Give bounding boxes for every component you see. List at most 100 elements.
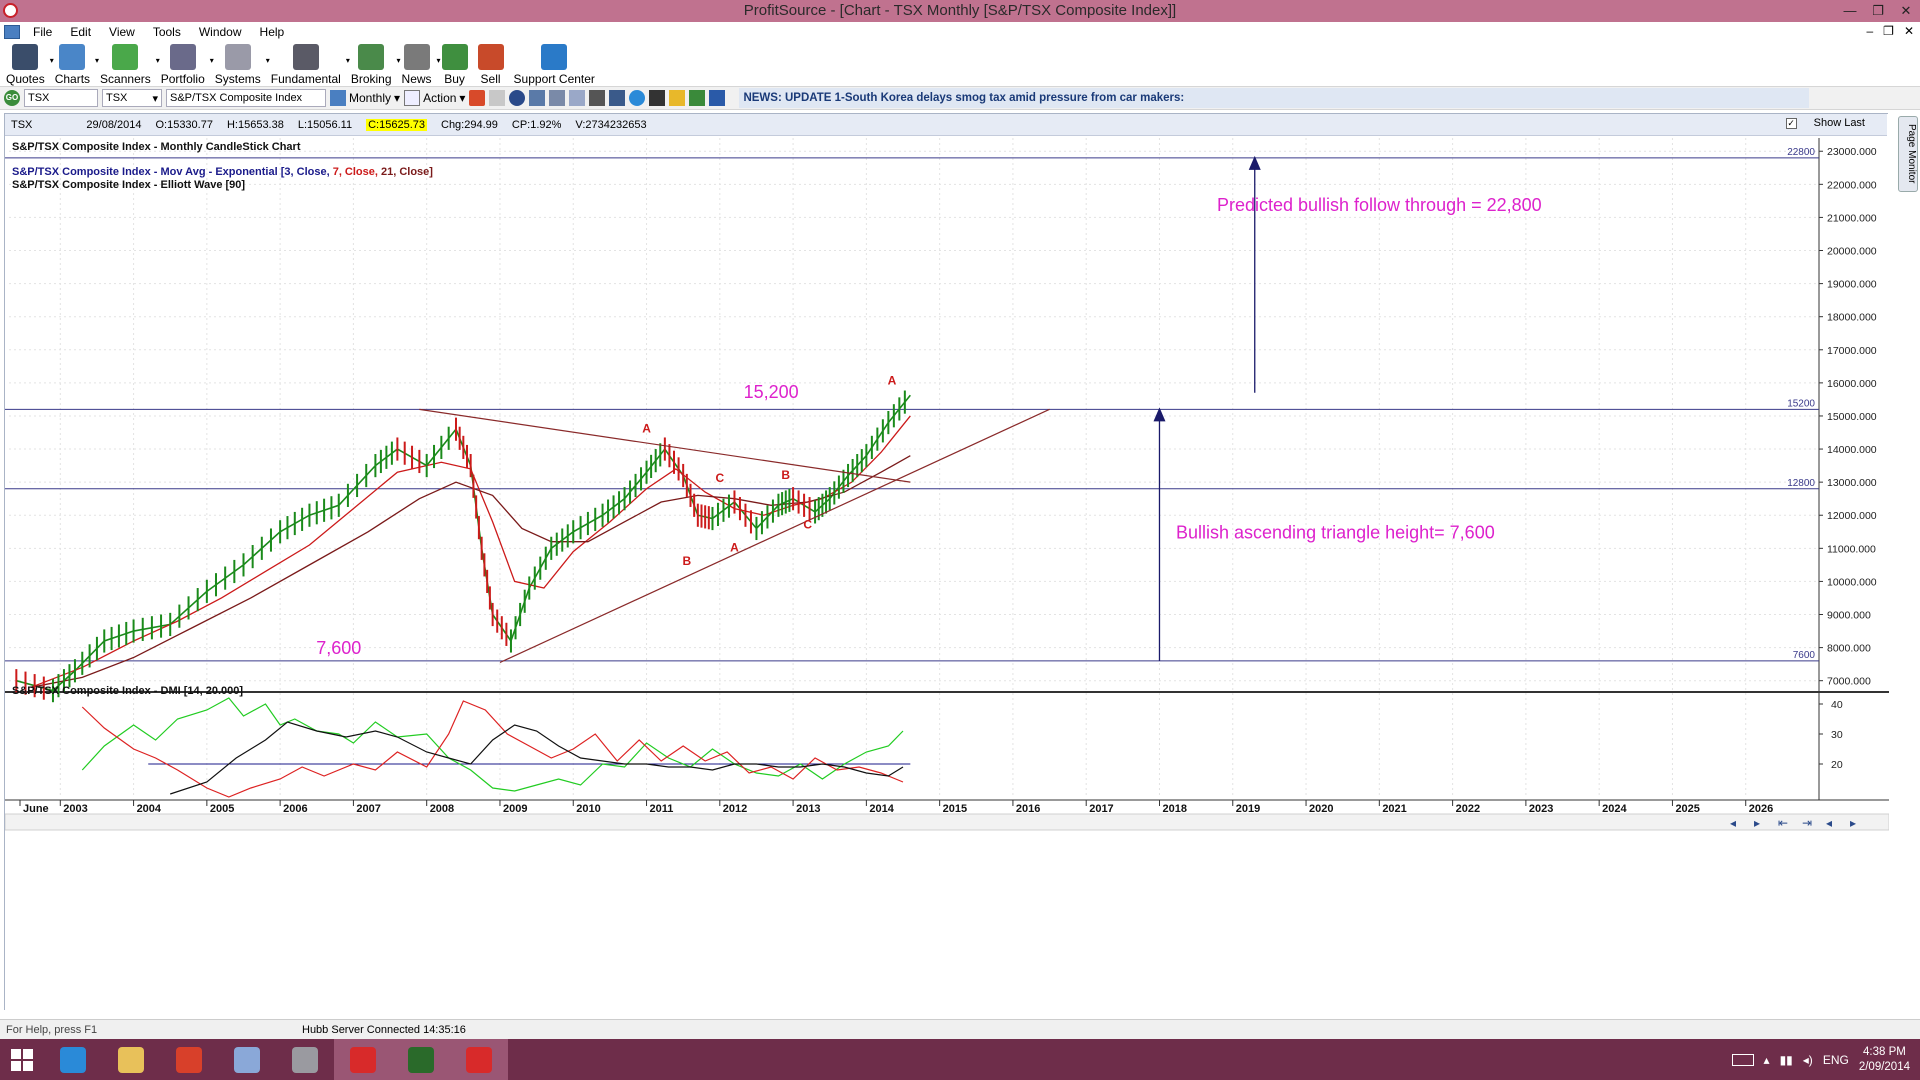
checkbox-icon[interactable]: ✓	[1785, 117, 1797, 129]
maximize-button[interactable]: ❐	[1872, 3, 1884, 18]
fundamental-button[interactable]: Fundamental ▾	[270, 42, 350, 86]
broking-button[interactable]: Broking ▾	[351, 42, 401, 86]
dropdown-arrow-icon[interactable]: ▾	[265, 56, 270, 65]
news-icon	[403, 44, 430, 70]
keyboard-icon[interactable]	[1731, 1053, 1754, 1066]
toolbar-label: Systems	[214, 72, 261, 86]
buy-button[interactable]: Buy	[441, 42, 468, 86]
security-name-input[interactable]	[166, 89, 326, 107]
scanner-icon[interactable]	[709, 90, 726, 106]
show-last-label: Show Last	[1813, 117, 1865, 129]
pattern-icon[interactable]	[649, 90, 666, 106]
taskbar-item[interactable]	[392, 1039, 450, 1080]
annotation-text: 15,200	[744, 382, 799, 402]
language-indicator[interactable]: ENG	[1822, 1052, 1849, 1067]
child-minimize-button[interactable]: –	[1866, 24, 1874, 38]
period-select[interactable]: Monthly ▾	[330, 90, 400, 106]
action-menu[interactable]: Action ▾	[404, 90, 465, 106]
clock[interactable]: 4:38 PM 2/09/2014	[1859, 1045, 1910, 1075]
dropdown-arrow-icon[interactable]: ▾	[95, 56, 100, 65]
chart-toolbar: GO TSX ▾ Monthly ▾ Action ▾ NEWS: UPDATE	[0, 86, 1920, 110]
dmi-series-di	[81, 700, 904, 798]
y-tick-label: 18000.000	[1827, 312, 1877, 324]
menu-edit[interactable]: Edit	[70, 25, 92, 39]
taskbar-item[interactable]	[334, 1039, 392, 1080]
menu-file[interactable]: File	[33, 25, 53, 39]
menu-help[interactable]: Help	[259, 25, 285, 39]
quotes-icon	[12, 44, 39, 70]
taskbar-item[interactable]	[276, 1039, 334, 1080]
close-button[interactable]: ✕	[1900, 3, 1912, 18]
level-label: 7600	[1793, 650, 1816, 661]
profitsource-app-icon[interactable]	[3, 3, 18, 18]
scroll-nav-icon: ◂	[1826, 816, 1832, 830]
x-tick-label: 2011	[650, 803, 674, 815]
dropdown-arrow-icon[interactable]: ▾	[49, 56, 54, 65]
minimize-button[interactable]: —	[1843, 3, 1857, 18]
chevron-up-icon[interactable]: ▴	[1763, 1052, 1770, 1067]
dropdown-arrow-icon[interactable]: ▾	[396, 56, 401, 65]
info-change: Chg:294.99	[441, 118, 498, 131]
chart-canvas[interactable]: 23000.000 22000.000 21000.000 20000.000 1900…	[5, 114, 1889, 1011]
menu-tools[interactable]: Tools	[152, 25, 181, 39]
target-icon[interactable]	[509, 90, 526, 106]
signal-icon[interactable]	[689, 90, 706, 106]
dmi-tick-label: 40	[1831, 699, 1843, 711]
layout-icon[interactable]	[569, 90, 586, 106]
dropdown-arrow-icon[interactable]: ▾	[155, 56, 160, 65]
exchange-select[interactable]: TSX ▾	[102, 89, 162, 107]
x-tick-label: 2026	[1749, 803, 1773, 815]
taskbar-item[interactable]	[102, 1039, 160, 1080]
start-button[interactable]	[0, 1039, 44, 1080]
symbol-input[interactable]	[24, 89, 98, 107]
bulb-icon[interactable]	[629, 90, 646, 106]
taskbar-item[interactable]	[44, 1039, 102, 1080]
sell-button[interactable]: Sell	[477, 42, 504, 86]
news-ticker[interactable]: NEWS: UPDATE 1-South Korea delays smog t…	[739, 88, 1810, 108]
scanners-button[interactable]: Scanners ▾	[100, 42, 160, 86]
show-last-toggle[interactable]: ✓ Show Last	[1785, 117, 1879, 129]
charts-button[interactable]: Charts ▾	[55, 42, 99, 86]
menu-window[interactable]: Window	[198, 25, 242, 39]
page-monitor-tab[interactable]: Page Monitor	[1898, 116, 1918, 192]
legend-entry: S&P/TSX Composite Index - Mov Avg - Expo…	[12, 166, 278, 178]
dropdown-arrow-icon[interactable]: ▾	[436, 56, 441, 65]
tools-icon[interactable]	[589, 90, 606, 106]
toolbar-label: Sell	[480, 72, 501, 86]
taskbar-item[interactable]	[160, 1039, 218, 1080]
go-icon[interactable]: GO	[4, 90, 20, 106]
network-icon[interactable]: ▮▮	[1779, 1052, 1793, 1067]
scroll-nav-icon: ⇥	[1802, 816, 1812, 830]
dropdown-arrow-icon[interactable]: ▾	[345, 56, 350, 65]
buy-icon	[441, 44, 468, 70]
title-bar: ProfitSource - [Chart - TSX Monthly [S&P…	[0, 0, 1920, 22]
child-close-button[interactable]: ✕	[1903, 24, 1914, 38]
dropdown-arrow-icon[interactable]: ▾	[209, 56, 214, 65]
x-tick-label: 2012	[723, 803, 747, 815]
quotes-button[interactable]: Quotes ▾	[6, 42, 54, 86]
level-label: 15200	[1787, 398, 1815, 409]
child-restore-button[interactable]: ❐	[1883, 24, 1894, 38]
system-tray: ▴ ▮▮ ◂) ENG 4:38 PM 2/09/2014	[1731, 1039, 1910, 1080]
wave-label: A	[642, 422, 651, 436]
save-icon[interactable]	[489, 90, 506, 106]
print-icon[interactable]	[529, 90, 546, 106]
toolbar-label: Fundamental	[270, 72, 341, 86]
support-center-button[interactable]: Support Center	[514, 42, 595, 86]
systems-button[interactable]: Systems ▾	[214, 42, 270, 86]
news-button[interactable]: News ▾	[402, 42, 441, 86]
menu-view[interactable]: View	[109, 25, 135, 39]
portfolio-button[interactable]: Portfolio ▾	[161, 42, 214, 86]
taskbar-item[interactable]	[218, 1039, 276, 1080]
dropdown-arrow-icon: ▾	[459, 91, 466, 105]
taskbar-item[interactable]	[450, 1039, 508, 1080]
chart-window: 23000.000 22000.000 21000.000 20000.000 1900…	[4, 113, 1889, 1011]
zoom-icon[interactable]	[549, 90, 566, 106]
arrow-down-icon[interactable]	[469, 90, 486, 106]
star-icon[interactable]	[669, 90, 686, 106]
info-close: C:15625.73	[366, 118, 427, 131]
volume-icon[interactable]: ◂)	[1802, 1052, 1813, 1067]
document-icon[interactable]	[4, 25, 20, 39]
draw-icon[interactable]	[609, 90, 626, 106]
